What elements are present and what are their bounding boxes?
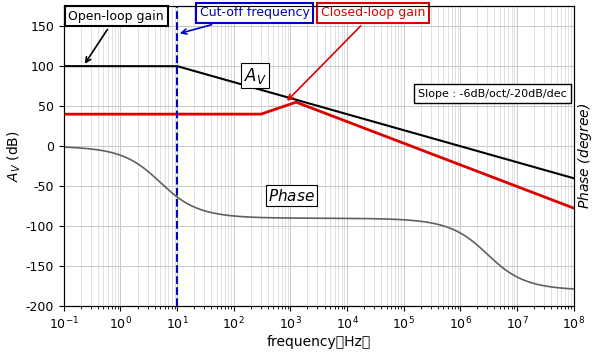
Y-axis label: $A_V$ (dB): $A_V$ (dB) — [5, 130, 23, 182]
Text: $A_V$: $A_V$ — [244, 66, 266, 86]
Text: $Phase$: $Phase$ — [268, 188, 315, 204]
X-axis label: frequency（Hz）: frequency（Hz） — [266, 335, 371, 349]
Y-axis label: $Phase$ (degree): $Phase$ (degree) — [577, 103, 595, 209]
Text: Closed-loop gain: Closed-loop gain — [288, 6, 425, 100]
Text: Cut-off frequency: Cut-off frequency — [182, 6, 310, 34]
Text: Open-loop gain: Open-loop gain — [68, 10, 164, 62]
Text: Slope : -6dB/oct/-20dB/dec: Slope : -6dB/oct/-20dB/dec — [418, 88, 567, 99]
